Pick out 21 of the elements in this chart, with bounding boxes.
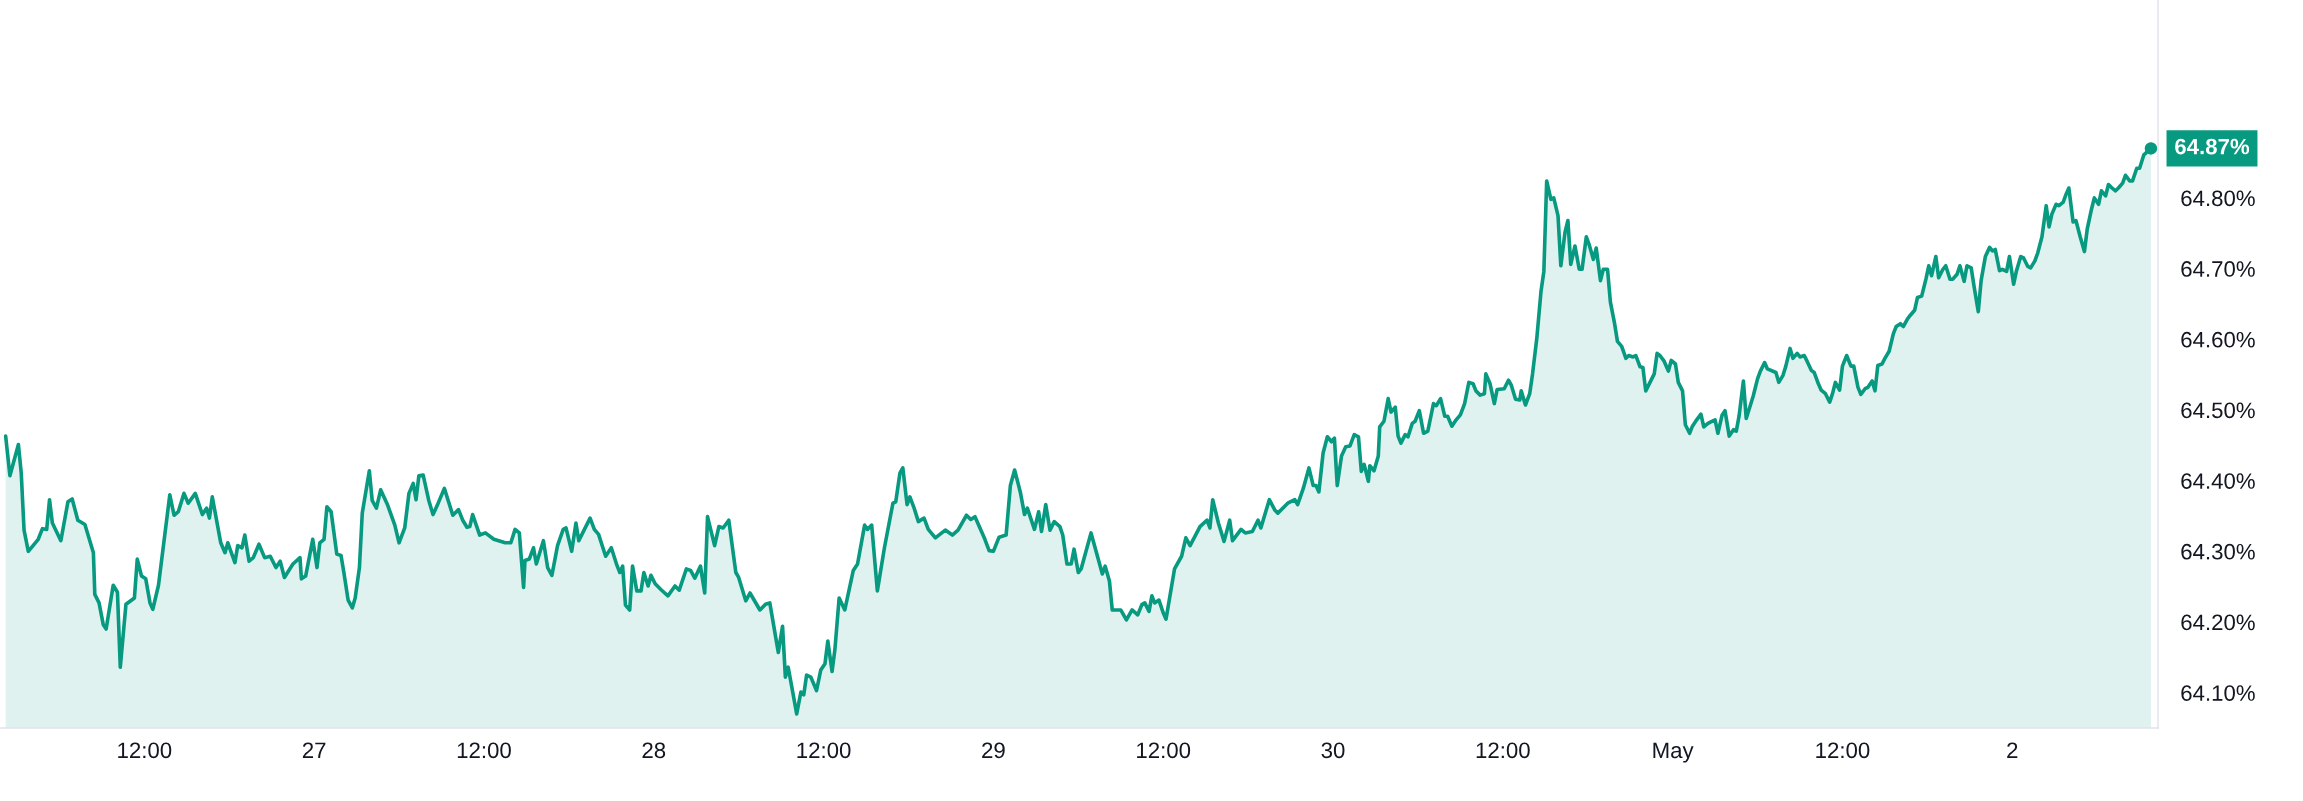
y-tick-label: 64.30% (2181, 543, 2255, 560)
x-tick-label: 12:00 (457, 742, 511, 759)
y-tick-label: 64.10% (2181, 685, 2255, 701)
x-tick-label: 12:00 (118, 742, 172, 759)
x-tick-label: 12:00 (797, 742, 851, 759)
x-tick-label: 12:00 (1476, 742, 1530, 759)
annotation: 64.87% (2175, 138, 2250, 155)
x-tick-label: 2 (2007, 742, 2018, 758)
y-tick-label: 64.40% (2181, 473, 2255, 489)
y-tick-label: 64.70% (2181, 261, 2255, 277)
x-tick-label: 29 (982, 742, 1005, 759)
x-tick-label: 27 (302, 742, 326, 758)
x-tick-label: 30 (1321, 742, 1345, 759)
y-tick-label: 64.60% (2181, 331, 2255, 348)
x-tick-label: 28 (642, 742, 666, 759)
y-tick-label: 64.50% (2181, 402, 2255, 419)
y-tick-label: 64.20% (2181, 614, 2255, 631)
y-tick-label: 64.80% (2181, 190, 2255, 207)
x-tick-label: 12:00 (1137, 742, 1191, 759)
x-tick-label: 12:00 (1816, 742, 1870, 759)
x-tick-label: May (1653, 742, 1694, 763)
